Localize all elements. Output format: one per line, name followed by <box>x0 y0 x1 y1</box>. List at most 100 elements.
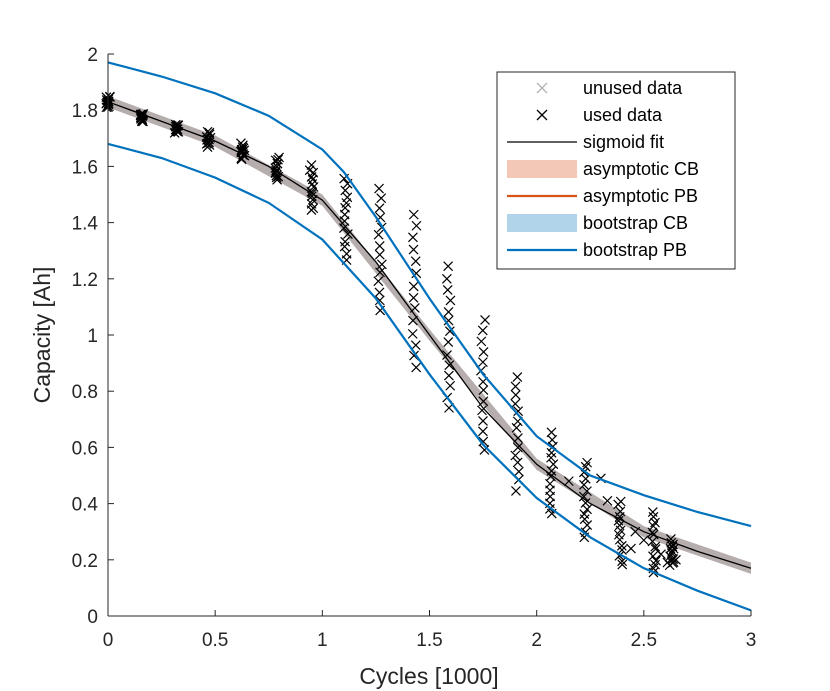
used-data-point <box>580 497 591 508</box>
used-data-point <box>374 249 385 260</box>
used-data-point <box>511 486 521 496</box>
y-tick-label: 0 <box>87 607 98 628</box>
legend-marker <box>536 82 548 94</box>
used-data-point <box>476 336 487 347</box>
y-tick-label: 1.2 <box>72 270 98 291</box>
legend-label: bootstrap CB <box>583 213 688 233</box>
x-axis-label: Cycles [1000] <box>359 663 498 689</box>
used-data-point <box>563 476 574 487</box>
used-data-point <box>665 551 676 562</box>
used-data-point <box>202 126 213 137</box>
legend-swatch <box>507 160 577 178</box>
used-data-point <box>602 495 613 506</box>
x-tick-label: 2 <box>531 630 542 651</box>
used-data-point <box>374 241 385 251</box>
used-data-point <box>235 138 246 149</box>
used-data-point <box>442 350 452 360</box>
used-data-point <box>512 457 523 468</box>
used-data-point <box>443 370 454 381</box>
used-data-point <box>671 554 681 565</box>
curves <box>107 61 752 612</box>
used-data-point <box>580 473 591 484</box>
used-data-point <box>444 360 455 371</box>
x-tick-label: 1 <box>317 630 328 651</box>
used-data-point <box>477 325 488 336</box>
used-data-point <box>511 422 522 433</box>
used-data-point <box>304 165 315 176</box>
x-tick-label: 1.5 <box>416 630 442 651</box>
used-data-point <box>407 328 418 339</box>
used-data-point <box>650 517 660 528</box>
used-data-point <box>410 256 421 267</box>
legend-marker <box>536 109 548 121</box>
used-data-point <box>662 557 673 568</box>
used-data-point <box>478 346 489 357</box>
used-data-point <box>411 362 422 373</box>
used-data-point <box>617 559 628 570</box>
used-data-point <box>409 350 419 361</box>
used-data-point <box>442 284 453 295</box>
legend-label: asymptotic PB <box>583 186 698 206</box>
bootstrap-pb-lower-line <box>107 142 752 612</box>
axes: 0 0.5 1 1.5 2 2.5 3 0 0.2 0.4 0.6 0.8 1 1.2 1.4 1.6 1.8 2 <box>72 45 757 651</box>
used-data-point <box>376 259 387 270</box>
used-data-point <box>105 92 115 102</box>
used-data-point <box>513 466 524 477</box>
used-data-point <box>408 292 419 303</box>
used-data-point <box>374 183 384 194</box>
used-data-point <box>411 220 422 231</box>
used-data-point <box>579 509 590 520</box>
y-tick-label: 0.8 <box>72 382 98 403</box>
legend-label: unused data <box>583 78 683 98</box>
y-tick-label: 1.4 <box>72 214 99 235</box>
used-data-point <box>478 436 489 447</box>
used-data-point <box>445 295 456 306</box>
used-data-point <box>443 261 454 272</box>
used-data-point <box>374 287 385 298</box>
legend-label: sigmoid fit <box>583 132 664 152</box>
used-data-point <box>582 520 593 531</box>
used-data-point <box>478 385 489 396</box>
y-tick-label: 0.2 <box>72 551 98 572</box>
used-data-point <box>373 276 384 287</box>
used-data-point <box>512 442 523 453</box>
used-data-point <box>648 551 658 562</box>
used-data-point <box>376 193 387 204</box>
used-data-point <box>668 543 679 554</box>
y-tick-label: 2 <box>87 45 98 66</box>
used-data-point <box>443 307 454 317</box>
used-data-point <box>510 450 521 461</box>
used-data-point <box>548 459 559 470</box>
used-data-point <box>579 479 589 490</box>
used-data-point <box>101 92 112 103</box>
used-data-point <box>510 381 521 392</box>
used-data-point <box>512 372 523 382</box>
used-data-point <box>274 152 284 163</box>
used-data-point <box>546 465 557 476</box>
used-data-point <box>408 209 419 220</box>
used-data-point <box>411 268 422 279</box>
used-data-point <box>480 314 490 325</box>
legend-label: used data <box>583 105 663 125</box>
x-tick-label: 2.5 <box>631 630 657 651</box>
used-data-point <box>477 426 488 437</box>
used-data-point <box>407 232 418 243</box>
used-data-point <box>666 537 677 548</box>
used-data-point <box>510 390 521 400</box>
used-data-point <box>651 555 661 566</box>
used-data-point <box>665 534 676 544</box>
used-data-point <box>374 295 385 306</box>
used-data-point <box>650 541 661 552</box>
used-data-point <box>342 229 353 239</box>
x-tick-label: 3 <box>746 630 757 651</box>
used-data-point <box>410 340 421 351</box>
used-data-point <box>638 535 649 546</box>
used-data-point <box>443 337 454 347</box>
used-data-point <box>340 185 351 196</box>
used-data-point <box>306 160 317 170</box>
used-data-point <box>441 273 452 284</box>
used-data-point <box>443 315 454 326</box>
used-data-point <box>479 444 490 455</box>
sigmoid-fit-line <box>107 101 752 569</box>
used-data-point <box>582 457 593 468</box>
